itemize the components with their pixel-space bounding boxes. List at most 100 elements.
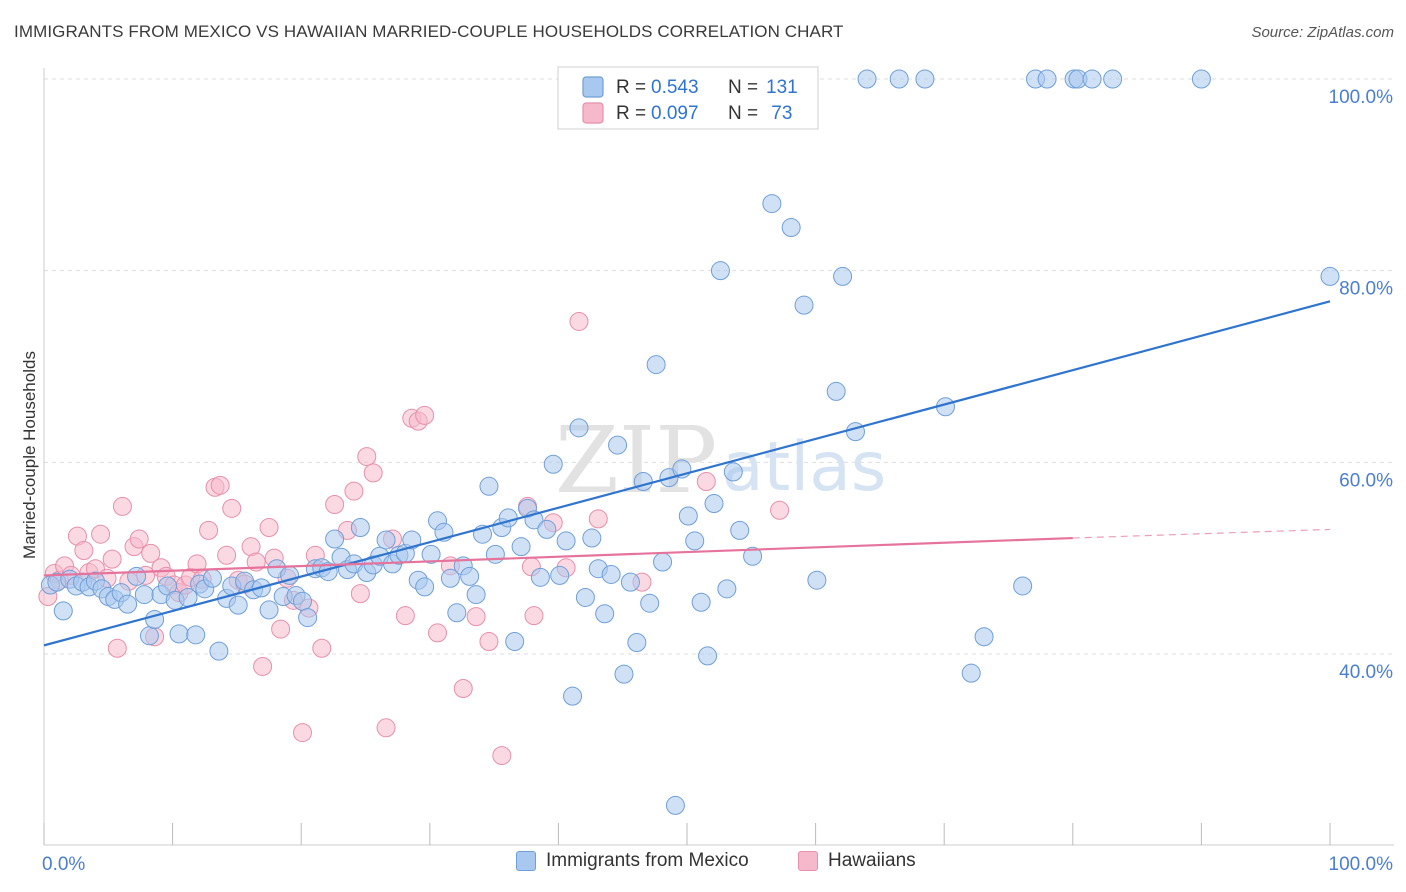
mexico-point-107 [743, 546, 763, 566]
hawaiians-point-13 [112, 496, 132, 516]
hawaiians-point-74 [770, 500, 790, 520]
hawaiians-point-6 [74, 541, 94, 560]
legend-bottom: Immigrants from Mexico Hawaiians [0, 850, 1406, 880]
hawaiians-point-31 [217, 545, 237, 565]
mexico-point-89 [620, 572, 640, 592]
mexico-point-127 [1103, 69, 1123, 89]
mexico-point-82 [575, 587, 595, 607]
hawaiians-point-18 [141, 543, 161, 563]
mexico-point-62 [447, 603, 467, 623]
watermark-atlas: atlas [722, 428, 886, 507]
hawaiians-point-28 [199, 520, 219, 540]
legend-label-mexico: Immigrants from Mexico [546, 850, 749, 871]
mexico-point-33 [259, 600, 279, 620]
mexico-point-26 [209, 641, 229, 661]
mexico-point-117 [915, 69, 935, 89]
hawaiians-point-62 [466, 607, 486, 627]
mexico-point-96 [665, 795, 685, 815]
mexico-point-101 [698, 646, 718, 666]
legend-r-label-hawaiians: R = [616, 103, 646, 124]
legend-top: R = 0.543 N = 131 R = 0.097 N = 73 [557, 66, 819, 130]
y-tick-label-0: 40.0% [1339, 662, 1393, 683]
mexico-point-121 [1013, 576, 1033, 596]
hawaiians-point-12 [107, 638, 127, 658]
mexico-point-70 [498, 508, 518, 528]
y-tick-label-2: 80.0% [1339, 279, 1393, 300]
mexico-point-75 [530, 567, 550, 587]
mexico-point-79 [556, 531, 576, 551]
legend-swatch-hawaiians-bottom [798, 851, 818, 871]
mexico-point-92 [640, 593, 660, 613]
mexico-point-87 [608, 435, 628, 455]
mexico-point-106 [730, 520, 750, 540]
mexico-point-83 [582, 528, 602, 548]
mexico-point-108 [762, 194, 782, 214]
mexico-point-93 [646, 355, 666, 375]
mexico-point-13 [127, 566, 147, 586]
mexico-point-123 [1037, 69, 1057, 89]
hawaiians-point-43 [292, 723, 312, 743]
mexico-point-115 [857, 69, 877, 89]
legend-r-value-hawaiians: 0.097 [651, 103, 699, 124]
mexico-point-29 [228, 595, 248, 615]
mexico-point-71 [505, 632, 525, 652]
mexico-point-104 [717, 579, 737, 599]
mexico-point-38 [292, 591, 312, 611]
legend-item-mexico: Immigrants from Mexico [516, 850, 749, 872]
mexico-point-85 [595, 604, 615, 624]
mexico-point-105 [723, 462, 743, 482]
mexico-point-12 [118, 594, 138, 614]
legend-label-hawaiians: Hawaiians [828, 850, 916, 871]
mexico-point-80 [563, 686, 583, 706]
axes [43, 68, 1394, 846]
mexico-point-15 [139, 626, 159, 646]
mexico-point-128 [1191, 69, 1211, 89]
hawaiians-point-58 [415, 405, 435, 425]
hawaiians-point-50 [350, 584, 370, 604]
legend-n-label-mexico: N = [728, 77, 758, 98]
mexico-point-25 [202, 568, 222, 588]
hawaiians-point-30 [210, 475, 230, 495]
mexico-point-43 [325, 529, 345, 549]
hawaiians-point-73 [696, 472, 716, 491]
hawaiians-point-11 [102, 549, 122, 569]
hawaiians-point-59 [428, 623, 448, 643]
mexico-point-72 [511, 537, 531, 557]
hawaiians-trend-line [43, 536, 1073, 577]
mexico-point-94 [653, 552, 673, 572]
trend-lines [43, 300, 1331, 647]
mexico-point-39 [298, 608, 318, 628]
mexico-point-126 [1082, 69, 1102, 89]
mexico-point-61 [440, 568, 460, 588]
y-tick-label-1: 60.0% [1339, 470, 1393, 491]
hawaiians-point-46 [312, 638, 332, 658]
mexico-point-47 [350, 518, 370, 537]
mexico-point-57 [415, 577, 435, 597]
mexico-point-2 [53, 601, 73, 621]
hawaiians-point-49 [344, 481, 364, 501]
mexico-point-109 [781, 218, 801, 238]
mexico-point-112 [826, 381, 846, 401]
mexico-point-78 [550, 565, 570, 585]
hawaiians-point-63 [479, 632, 499, 652]
hawaiians-trend-extension [1072, 528, 1331, 539]
legend-item-hawaiians: Hawaiians [798, 850, 916, 872]
legend-n-value-mexico: 131 [766, 77, 798, 98]
hawaiians-point-70 [569, 311, 589, 331]
legend-n-label-hawaiians: N = [728, 103, 758, 124]
legend-swatch-mexico-bottom [516, 851, 536, 871]
mexico-point-99 [685, 531, 705, 551]
mexico-point-64 [460, 566, 480, 586]
hawaiians-point-64 [492, 746, 512, 766]
mexico-point-113 [833, 266, 853, 286]
hawaiians-point-53 [376, 718, 396, 738]
legend-swatch-mexico [582, 76, 604, 98]
hawaiians-point-51 [357, 447, 377, 467]
mexico-point-88 [614, 664, 634, 684]
mexico-point-51 [376, 530, 396, 550]
mexico-point-58 [421, 544, 441, 564]
mexico-point-102 [704, 494, 724, 514]
mexico-point-68 [485, 544, 505, 564]
mexico-point-110 [794, 295, 814, 315]
